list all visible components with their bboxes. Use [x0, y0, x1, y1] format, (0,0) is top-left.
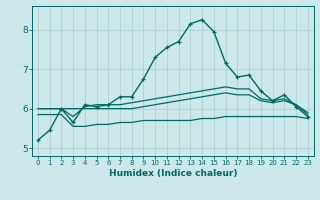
X-axis label: Humidex (Indice chaleur): Humidex (Indice chaleur): [108, 169, 237, 178]
